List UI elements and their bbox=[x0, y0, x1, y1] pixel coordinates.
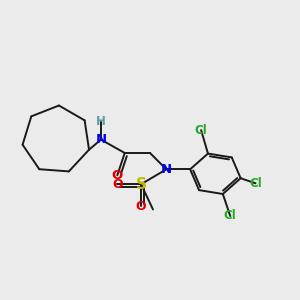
Text: O: O bbox=[136, 200, 146, 213]
Text: N: N bbox=[95, 133, 106, 146]
Text: Cl: Cl bbox=[224, 209, 237, 223]
Text: S: S bbox=[136, 177, 147, 192]
Text: Cl: Cl bbox=[249, 177, 262, 190]
Text: H: H bbox=[96, 115, 106, 128]
Text: O: O bbox=[112, 178, 123, 191]
Text: O: O bbox=[112, 169, 123, 182]
Text: N: N bbox=[161, 163, 172, 176]
Text: Cl: Cl bbox=[195, 124, 208, 136]
